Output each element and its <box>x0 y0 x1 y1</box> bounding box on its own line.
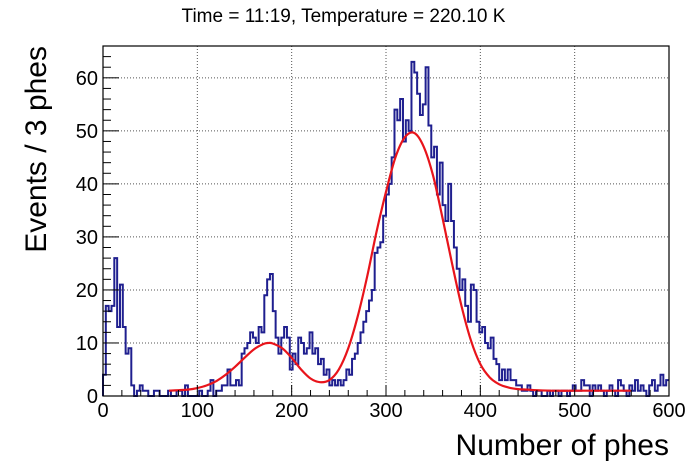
x-tick-label-600: 600 <box>652 400 685 422</box>
fit-curve-series <box>168 131 632 392</box>
fit-curve <box>168 131 632 392</box>
x-tick-label-200: 200 <box>275 400 308 422</box>
y-tick-label-0: 0 <box>87 386 98 408</box>
y-tick-label-60: 60 <box>76 68 98 90</box>
y-tick-label-20: 20 <box>76 280 98 302</box>
chart-title: Time = 11:19, Temperature = 220.10 K <box>181 6 506 27</box>
x-tick-label-400: 400 <box>464 400 497 422</box>
x-axis-title: Number of phes <box>456 429 669 462</box>
x-tick-label-100: 100 <box>181 400 214 422</box>
tick-labels: 0 100 200 300 400 500 600 0 10 20 30 40 50 60 <box>76 68 686 422</box>
x-tick-label-500: 500 <box>558 400 591 422</box>
y-tick-label-10: 10 <box>76 333 98 355</box>
axis-ticks <box>102 45 670 397</box>
x-tick-label-300: 300 <box>369 400 402 422</box>
grid-lines <box>103 46 669 396</box>
x-tick-label-0: 0 <box>97 400 108 422</box>
y-tick-label-40: 40 <box>76 174 98 196</box>
y-axis-title: Events / 3 phes <box>20 46 53 253</box>
y-tick-label-30: 30 <box>76 227 98 249</box>
y-tick-label-50: 50 <box>76 121 98 143</box>
